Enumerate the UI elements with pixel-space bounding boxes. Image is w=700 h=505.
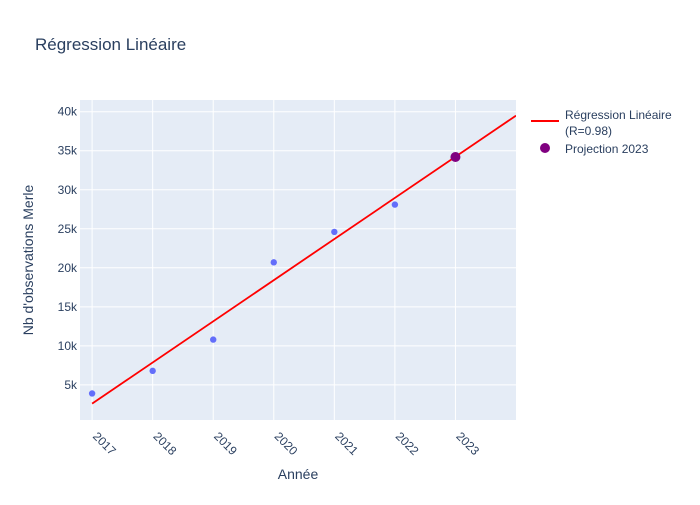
y-tick-label: 30k bbox=[58, 183, 78, 197]
y-tick-label: 10k bbox=[58, 339, 78, 353]
observation-point bbox=[391, 201, 399, 208]
x-axis-label: Année bbox=[278, 466, 319, 482]
y-tick-label: 40k bbox=[58, 105, 78, 119]
y-tick-label: 20k bbox=[58, 261, 78, 275]
x-tick-label: 2019 bbox=[211, 429, 240, 458]
legend-projection-marker bbox=[540, 143, 550, 153]
observation-point bbox=[331, 228, 338, 236]
legend-regression-label-line1: Régression Linéaire bbox=[565, 108, 672, 122]
plot-area bbox=[80, 100, 516, 420]
regression-line bbox=[91, 114, 516, 405]
observation-point bbox=[270, 259, 277, 266]
y-tick-label: 25k bbox=[58, 222, 78, 236]
data-points bbox=[88, 151, 461, 397]
x-tick-label: 2023 bbox=[453, 429, 482, 458]
regression-line-group bbox=[91, 114, 516, 405]
x-tick-label: 2021 bbox=[332, 429, 361, 458]
observation-point bbox=[210, 336, 217, 343]
y-axis-label: Nb d'observations Merle bbox=[20, 185, 36, 336]
y-tick-label: 15k bbox=[58, 300, 78, 314]
x-tick-label: 2017 bbox=[90, 429, 119, 458]
y-tick-label: 35k bbox=[58, 144, 78, 158]
legend-projection-label: Projection 2023 bbox=[565, 142, 649, 156]
observation-point bbox=[88, 390, 96, 397]
legend-regression-label-line2: (R=0.98) bbox=[565, 124, 612, 138]
x-tick-label: 2018 bbox=[151, 429, 180, 458]
y-gridlines bbox=[80, 111, 516, 386]
projection-point bbox=[450, 151, 461, 162]
y-tick-label: 5k bbox=[64, 378, 78, 392]
x-tick-labels: 2017 2018 2019 2020 2021 2022 2023 bbox=[90, 429, 482, 458]
observation-point bbox=[149, 367, 156, 375]
y-tick-labels: 5k 10k 15k 20k 25k 30k 35k 40k bbox=[58, 105, 78, 392]
x-tick-label: 2020 bbox=[272, 429, 301, 458]
chart-title: Régression Linéaire bbox=[35, 35, 186, 54]
x-tick-label: 2022 bbox=[393, 429, 422, 458]
legend: Régression Linéaire (R=0.98) Projection … bbox=[531, 108, 672, 156]
